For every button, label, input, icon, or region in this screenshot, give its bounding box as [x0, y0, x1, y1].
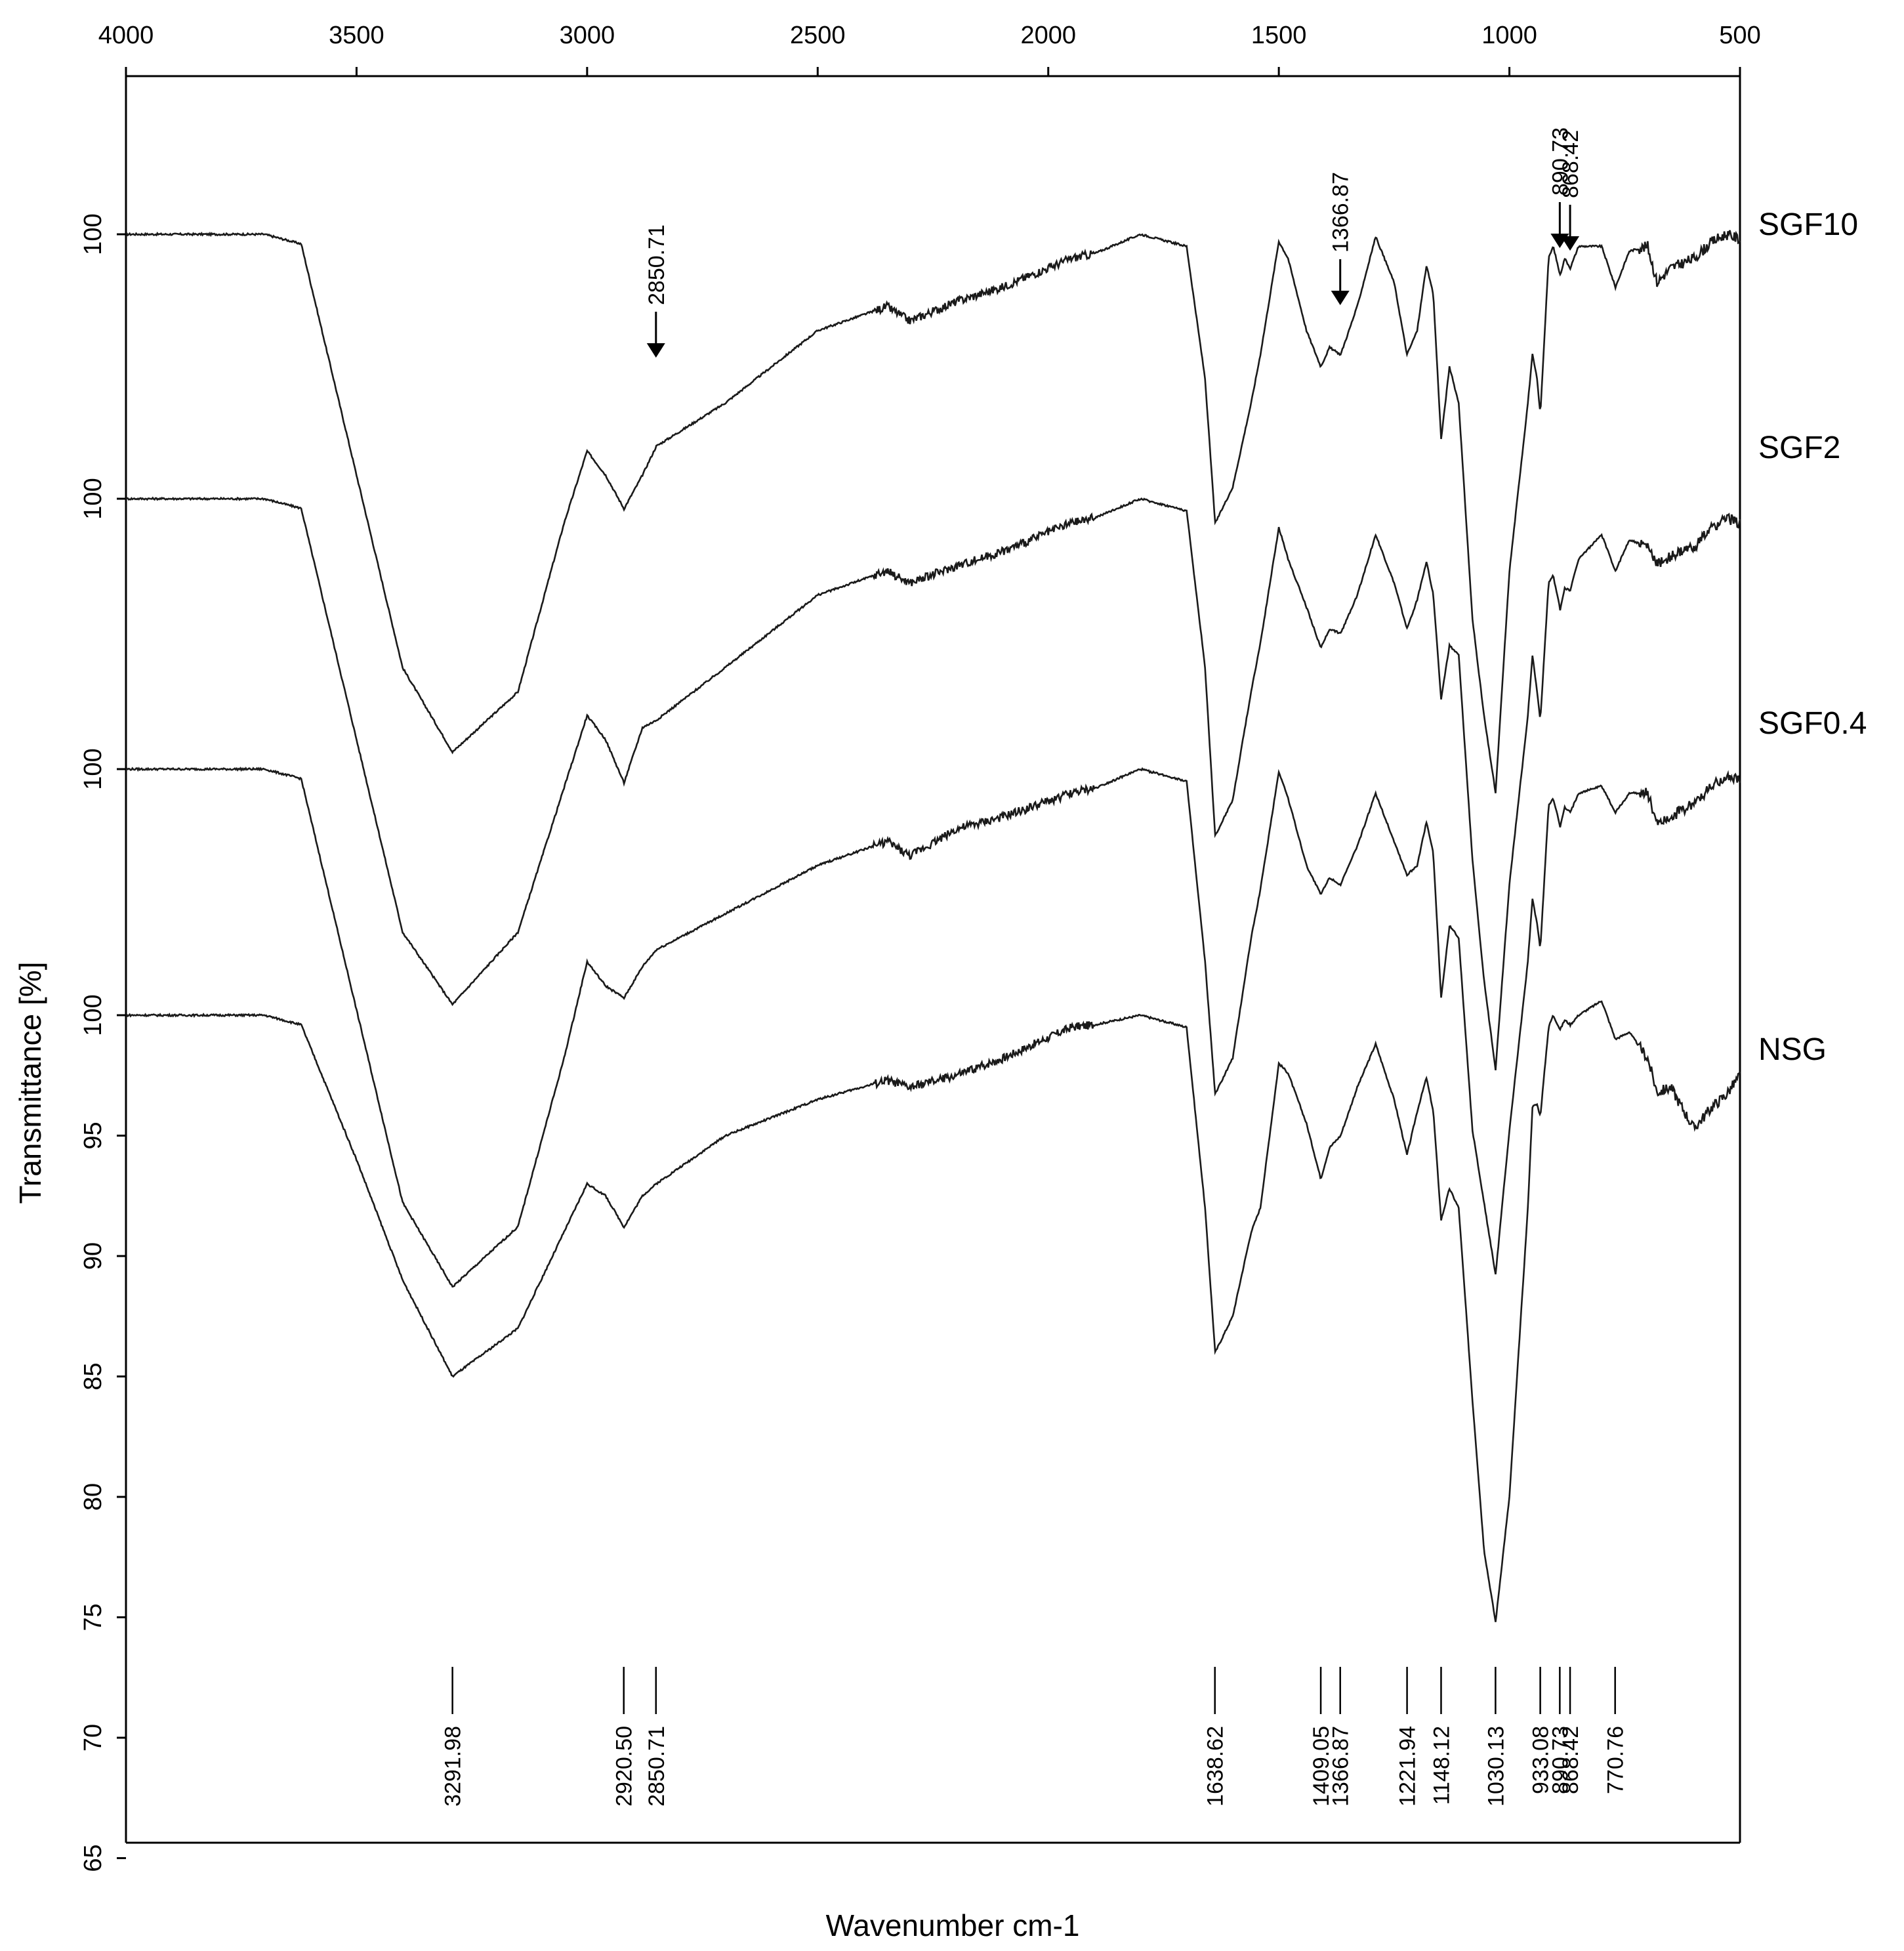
peak-label: 868.42: [1558, 1726, 1583, 1794]
y-tick-label: 85: [79, 1362, 107, 1390]
x-tick-label: 1000: [1481, 22, 1537, 49]
annotation-arrow-head: [646, 343, 665, 358]
peak-label: 2920.50: [612, 1726, 637, 1807]
peak-label: 1148.12: [1429, 1726, 1454, 1805]
y-tick-label: 70: [79, 1724, 107, 1752]
annotation-label: 868.42: [1558, 130, 1583, 198]
x-tick-label: 2500: [790, 22, 846, 49]
y-tick-label: 100: [79, 478, 107, 519]
x-tick-label: 1500: [1251, 22, 1307, 49]
x-tick-label: 500: [1719, 22, 1760, 49]
peak-label: 933.08: [1529, 1726, 1554, 1794]
series-line: [125, 230, 1741, 793]
series-label: NSG: [1758, 1032, 1827, 1067]
y-tick-label: 100: [79, 213, 107, 255]
peak-label: 3291.98: [441, 1726, 466, 1807]
annotation-label: 1366.87: [1329, 172, 1354, 253]
y-tick-label: 100: [79, 994, 107, 1036]
peak-label: 770.76: [1604, 1726, 1628, 1794]
x-tick-label: 3000: [560, 22, 615, 49]
series-label: SGF0.4: [1758, 706, 1867, 741]
annotation-arrow-head: [1561, 236, 1580, 251]
annotation-label: 2850.71: [644, 224, 669, 305]
x-tick-label: 4000: [98, 22, 154, 49]
peak-label: 1638.62: [1203, 1726, 1228, 1807]
peak-label: 1366.87: [1329, 1726, 1354, 1807]
x-axis-title: Wavenumber cm-1: [826, 1908, 1080, 1942]
y-tick-label: 95: [79, 1122, 107, 1149]
y-tick-label: 100: [79, 748, 107, 789]
peak-label: 890.73: [1548, 1726, 1573, 1794]
series-line: [125, 766, 1741, 1288]
series-line: [125, 1000, 1741, 1622]
y-axis-title: Transmittance [%]: [13, 962, 47, 1204]
peak-label: 1030.13: [1483, 1726, 1508, 1807]
y-tick-label: 90: [79, 1242, 107, 1270]
peak-label: 1409.05: [1309, 1726, 1334, 1807]
peak-label: 2850.71: [644, 1726, 669, 1807]
y-tick-label: 80: [79, 1483, 107, 1511]
series-line: [125, 496, 1741, 1071]
series-label: SGF10: [1758, 207, 1858, 242]
annotation-arrow-head: [1331, 291, 1350, 305]
series-label: SGF2: [1758, 430, 1840, 465]
y-tick-label: 65: [79, 1844, 107, 1872]
annotation-label: 890.73: [1548, 127, 1573, 196]
peak-label: 1221.94: [1396, 1726, 1420, 1807]
y-tick-label: 75: [79, 1603, 107, 1631]
x-tick-label: 3500: [329, 22, 384, 49]
x-tick-label: 2000: [1020, 22, 1076, 49]
